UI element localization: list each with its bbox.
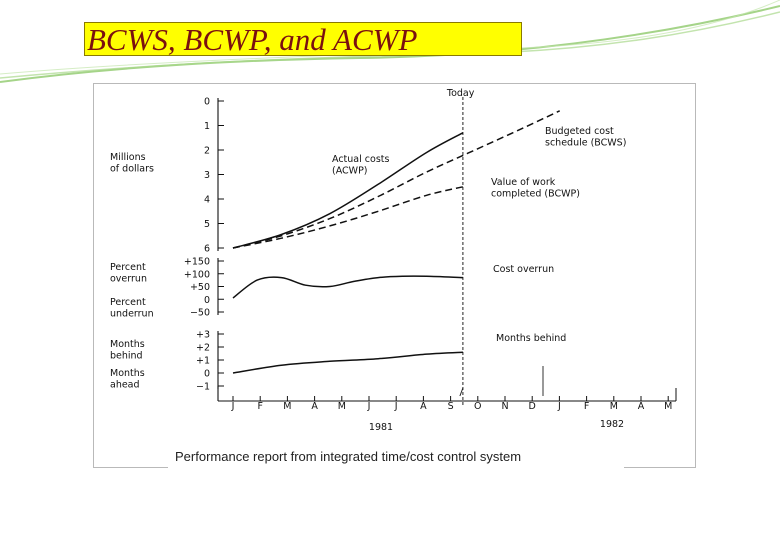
x-tick-label: A <box>638 401 645 412</box>
x-tick-label: M <box>338 401 346 412</box>
y-tick-label: −1 <box>196 382 210 393</box>
x-tick-label: S <box>448 401 454 412</box>
figure-caption: Performance report from integrated time/… <box>168 446 624 468</box>
slide-title: BCWS, BCWP, and ACWP <box>84 22 522 57</box>
y-tick-label: 5 <box>204 219 210 230</box>
x-tick-label: M <box>283 401 291 412</box>
y-axis-title: of dollars <box>110 164 154 175</box>
series-label: Value of work <box>491 177 556 188</box>
y-tick-label: 2 <box>204 146 210 157</box>
series-label: (ACWP) <box>332 166 368 177</box>
year-label: 1982 <box>600 419 624 430</box>
y-axis-title: underrun <box>110 309 154 320</box>
today-label: Today <box>446 88 475 99</box>
series-line-months-behind <box>232 351 463 374</box>
y-tick-label: 1 <box>204 121 210 132</box>
y-axis-title: overrun <box>110 274 147 285</box>
series-line-budgeted-cost-schedule-bcws <box>232 110 561 249</box>
y-axis-title: Months <box>110 368 145 379</box>
series-label: schedule (BCWS) <box>545 138 626 149</box>
x-tick-label: F <box>584 401 589 412</box>
x-tick-label: J <box>557 401 561 412</box>
chart-content: 0123456+150+100+500−50+3+2+10−1Millionso… <box>110 88 677 433</box>
x-tick-label: M <box>610 401 618 412</box>
x-tick-label: J <box>231 401 235 412</box>
x-tick-label: M <box>664 401 672 412</box>
y-axis-title: behind <box>110 351 143 362</box>
series-label: Cost overrun <box>493 264 554 275</box>
x-tick-label: D <box>529 401 536 412</box>
y-axis-title: Millions <box>110 152 146 163</box>
performance-chart: 0123456+150+100+500−50+3+2+10−1Millionso… <box>110 88 677 433</box>
x-tick-label: J <box>394 401 398 412</box>
series-line-actual-costs-acwp <box>232 132 464 249</box>
figure-frame <box>93 83 696 468</box>
y-tick-label: +3 <box>196 330 210 341</box>
y-axis-title: ahead <box>110 380 140 391</box>
y-tick-label: +1 <box>196 356 210 367</box>
y-axis-title: Percent <box>110 262 146 273</box>
y-axis-title: Percent <box>110 297 146 308</box>
y-tick-label: +2 <box>196 343 210 354</box>
series-label: completed (BCWP) <box>491 189 580 200</box>
x-tick-label: N <box>501 401 508 412</box>
y-tick-label: 3 <box>204 170 210 181</box>
y-axis-title: Months <box>110 339 145 350</box>
x-tick-label: O <box>474 401 481 412</box>
y-tick-label: +100 <box>184 269 210 280</box>
series-line-value-of-work-completed-bcwp <box>232 186 464 249</box>
y-tick-label: 0 <box>204 295 210 306</box>
year-label: 1981 <box>369 422 393 433</box>
y-tick-label: 0 <box>204 97 210 108</box>
series-label: Budgeted cost <box>545 126 614 137</box>
today-marker <box>459 387 464 397</box>
series-label: Actual costs <box>332 154 389 165</box>
x-tick-label: A <box>311 401 318 412</box>
series-line-cost-overrun <box>232 275 463 299</box>
x-tick-label: F <box>257 401 262 412</box>
y-tick-label: +150 <box>184 257 210 268</box>
y-tick-label: 6 <box>204 244 210 255</box>
series-label: Months behind <box>496 333 566 344</box>
x-tick-label: A <box>420 401 427 412</box>
y-tick-label: 4 <box>204 195 210 206</box>
y-tick-label: 0 <box>204 369 210 380</box>
y-tick-label: +50 <box>190 282 210 293</box>
y-tick-label: −50 <box>190 308 210 319</box>
x-tick-label: J <box>367 401 371 412</box>
